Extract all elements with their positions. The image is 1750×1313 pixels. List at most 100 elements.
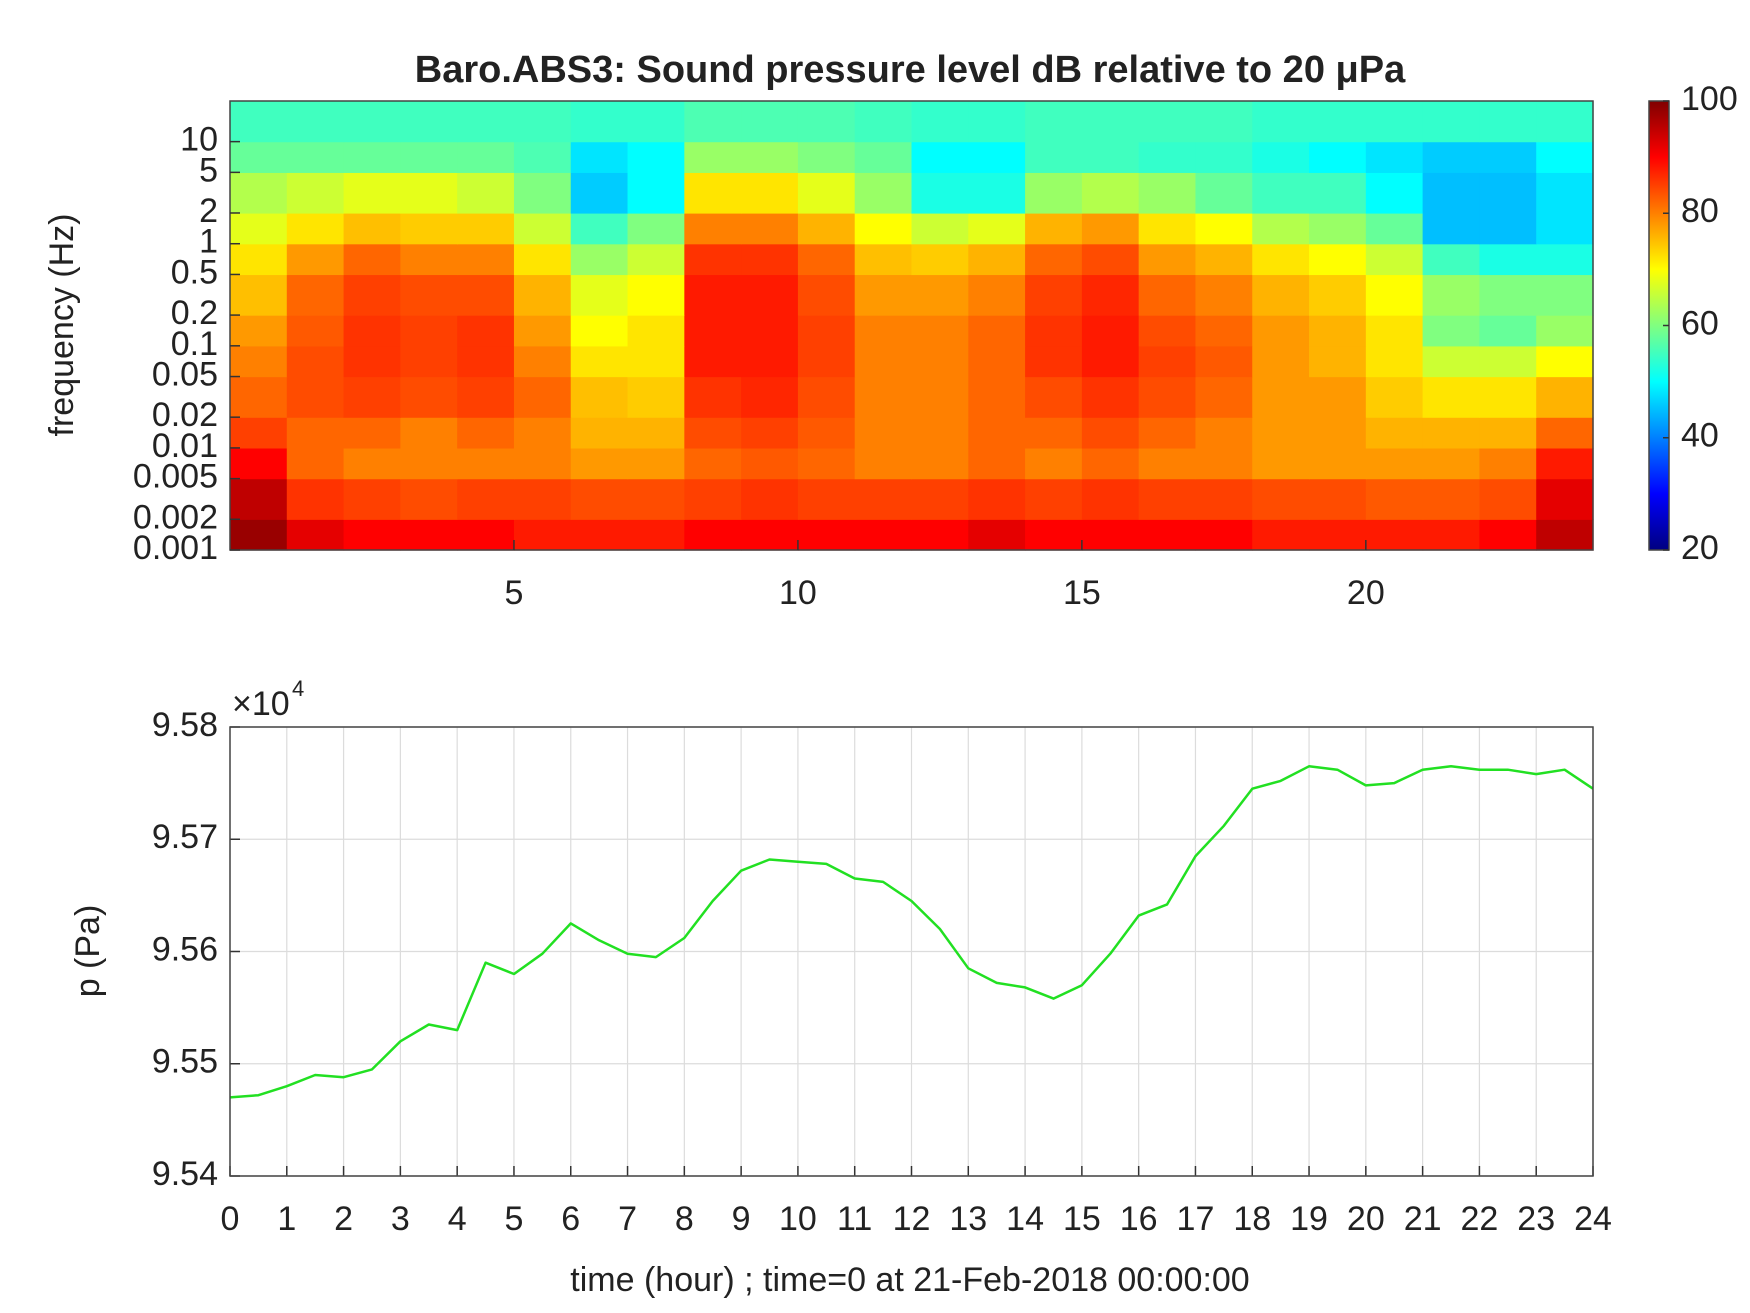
heatmap-cell — [627, 417, 685, 449]
heatmap-cell — [1365, 345, 1424, 378]
heatmap-cell — [854, 447, 913, 480]
heatmap-cell — [513, 519, 572, 551]
heatmap-cell — [230, 417, 288, 449]
x-tick-label: 15 — [1063, 1200, 1101, 1238]
x-tick-label: 10 — [779, 1200, 817, 1238]
heatmap-cell — [741, 345, 799, 378]
x-axis-label: time (hour) ; time=0 at 21-Feb-2018 00:0… — [570, 1261, 1249, 1299]
heatmap-cell — [1081, 376, 1140, 418]
heatmap-cell — [400, 417, 458, 449]
x-tick-label: 21 — [1404, 1200, 1442, 1238]
heatmap-cell — [343, 172, 401, 214]
heatmap-cell — [797, 141, 856, 173]
heatmap-cell — [968, 417, 1026, 449]
heatmap-cell — [1309, 519, 1367, 551]
heatmap-cell — [513, 447, 572, 480]
heatmap-cell — [911, 417, 969, 449]
heatmap-cell — [1195, 101, 1253, 143]
heatmap-cell — [400, 101, 458, 143]
heatmap-cell — [286, 478, 345, 520]
heatmap-cell — [1309, 315, 1367, 347]
heatmap-cell — [1309, 376, 1367, 418]
heatmap-cell — [797, 519, 856, 551]
heatmap-cell — [1195, 172, 1253, 214]
heatmap-cell — [1309, 447, 1367, 480]
heatmap-cell — [684, 417, 742, 449]
heatmap-cell — [1195, 243, 1253, 276]
heatmap-cell — [1479, 519, 1537, 551]
heatmap-cell — [1138, 519, 1197, 551]
heatmap-cell — [570, 376, 629, 418]
heatmap-cell — [570, 101, 629, 143]
heatmap-cell — [400, 519, 458, 551]
heatmap-cell — [1422, 243, 1481, 276]
x-tick-label: 14 — [1006, 1200, 1044, 1238]
heatmap-cell — [513, 101, 572, 143]
heatmap-cell — [1025, 243, 1083, 276]
x-tick-label: 9 — [732, 1200, 751, 1238]
heatmap-cell — [1138, 212, 1197, 245]
heatmap-cell — [1309, 101, 1367, 143]
x-tick-label: 5 — [504, 574, 523, 612]
heatmap-cell — [627, 274, 685, 316]
heatmap-cell — [684, 212, 742, 245]
heatmap-cell — [741, 243, 799, 276]
heatmap-cell — [1479, 417, 1537, 449]
heatmap-cell — [457, 212, 515, 245]
heatmap-cell — [1081, 172, 1140, 214]
heatmap-cell — [968, 274, 1026, 316]
heatmap-cell — [854, 345, 913, 378]
heatmap-cell — [230, 315, 288, 347]
heatmap-cell — [343, 417, 401, 449]
heatmap-cell — [1252, 101, 1310, 143]
heatmap-cell — [684, 243, 742, 276]
x-tick-label: 22 — [1461, 1200, 1499, 1238]
heatmap-cell — [1138, 101, 1197, 143]
heatmap-cell — [570, 447, 629, 480]
heatmap-cell — [570, 417, 629, 449]
heatmap-cell — [1252, 478, 1310, 520]
heatmap-cell — [741, 274, 799, 316]
heatmap-cell — [854, 212, 913, 245]
heatmap-cell — [627, 172, 685, 214]
heatmap-cell — [343, 274, 401, 316]
heatmap-cell — [741, 478, 799, 520]
heatmap-cell — [1138, 243, 1197, 276]
heatmap-cell — [286, 417, 345, 449]
colorbar-tick-label: 40 — [1681, 417, 1719, 455]
heatmap-cell — [1479, 141, 1537, 173]
heatmap-cell — [286, 243, 345, 276]
x-tick-label: 11 — [837, 1200, 872, 1238]
heatmap-cell — [911, 519, 969, 551]
heatmap-cell — [1536, 345, 1594, 378]
heatmap-cell — [343, 243, 401, 276]
heatmap-cell — [1365, 478, 1424, 520]
heatmap-cell — [570, 274, 629, 316]
y-tick-label: 9.55 — [152, 1043, 218, 1081]
heatmap-cell — [1252, 417, 1310, 449]
heatmap-cell — [627, 212, 685, 245]
colorbar-tick-label: 100 — [1681, 80, 1738, 118]
heatmap-cell — [1081, 243, 1140, 276]
heatmap-cell — [854, 417, 913, 449]
heatmap-cell — [797, 212, 856, 245]
heatmap-cell — [627, 478, 685, 520]
heatmap-cell — [1536, 376, 1594, 418]
x-tick-label: 12 — [893, 1200, 931, 1238]
x-tick-label: 1 — [277, 1200, 296, 1238]
heatmap-cell — [1422, 274, 1481, 316]
heatmap-cell — [1138, 447, 1197, 480]
heatmap-cell — [1081, 417, 1140, 449]
heatmap-cell — [1025, 345, 1083, 378]
heatmap-cell — [968, 141, 1026, 173]
y-tick-label: 5 — [199, 151, 218, 189]
heatmap-cell — [1025, 141, 1083, 173]
plot-frame — [229, 726, 1594, 1177]
heatmap-cell — [513, 417, 572, 449]
heatmap-cell — [684, 141, 742, 173]
y-tick-label: 0.001 — [133, 529, 218, 567]
heatmap-cell — [1536, 172, 1594, 214]
heatmap-cell — [343, 447, 401, 480]
heatmap-cell — [230, 101, 288, 143]
heatmap-cell — [968, 345, 1026, 378]
